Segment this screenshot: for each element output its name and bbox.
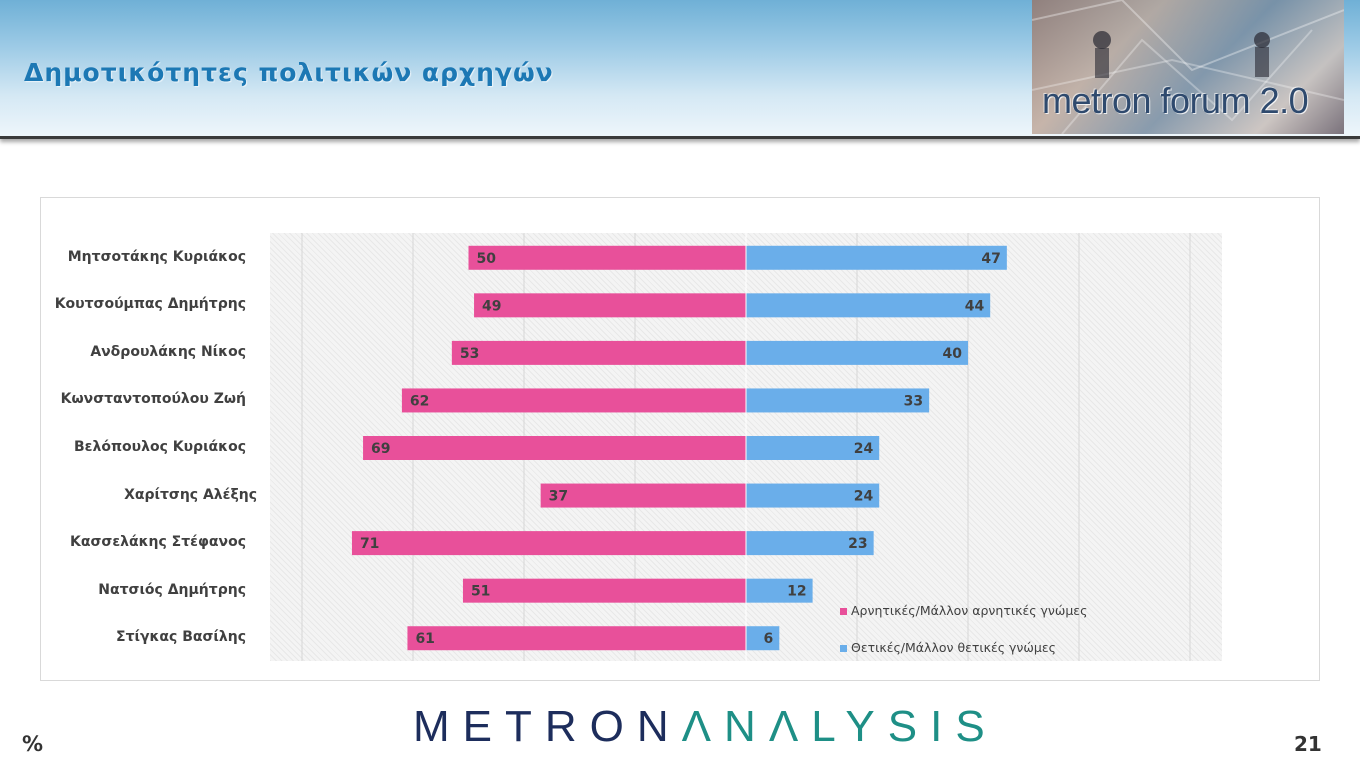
bar-negative bbox=[451, 340, 746, 365]
bar-negative bbox=[540, 483, 746, 508]
data-label-positive: 23 bbox=[848, 536, 867, 552]
data-label-negative: 62 bbox=[410, 393, 429, 409]
bar-positive bbox=[746, 340, 968, 365]
data-label-positive: 24 bbox=[854, 489, 874, 505]
data-label-negative: 49 bbox=[482, 298, 501, 314]
logo-part-metron: METRON bbox=[413, 702, 682, 751]
metronanalysis-logo: METRONΛNΛLYSIS bbox=[413, 702, 998, 752]
category-label: Χαρίτσης Αλέξης bbox=[124, 486, 257, 503]
data-label-negative: 50 bbox=[477, 251, 497, 267]
logo-text: metron forum 2.0 bbox=[1042, 80, 1309, 121]
bar-positive bbox=[746, 245, 1007, 270]
data-label-negative: 71 bbox=[360, 536, 379, 552]
category-label: Νατσιός Δημήτρης bbox=[98, 581, 246, 598]
bar-positive bbox=[746, 578, 813, 603]
bar-negative bbox=[351, 531, 746, 556]
data-label-positive: 6 bbox=[764, 631, 774, 647]
bar-negative bbox=[468, 245, 746, 270]
page-number: 21 bbox=[1294, 732, 1322, 756]
category-label: Μητσοτάκης Κυριάκος bbox=[67, 248, 246, 265]
legend-positive-swatch bbox=[840, 645, 847, 652]
category-label: Στίγκας Βασίλης bbox=[116, 629, 246, 646]
data-label-negative: 69 bbox=[371, 441, 390, 457]
bar-positive bbox=[746, 483, 880, 508]
bar-negative bbox=[462, 578, 746, 603]
data-label-negative: 37 bbox=[549, 489, 568, 505]
category-label: Κωνσταντοπούλου Ζωή bbox=[60, 391, 246, 408]
legend-positive-label: Θετικές/Μάλλον θετικές γνώμες bbox=[851, 640, 1056, 655]
data-label-positive: 33 bbox=[904, 393, 923, 409]
legend-negative-label: Αρνητικές/Μάλλον αρνητικές γνώμες bbox=[851, 603, 1088, 618]
data-label-positive: 40 bbox=[943, 346, 963, 362]
logo-part-analysis: ΛNΛLYSIS bbox=[681, 702, 998, 751]
data-label-positive: 44 bbox=[965, 298, 985, 314]
category-label: Κασσελάκης Στέφανος bbox=[70, 534, 246, 551]
logo-pattern-icon bbox=[1032, 0, 1344, 134]
data-label-positive: 12 bbox=[787, 584, 806, 600]
category-label: Ανδρουλάκης Νίκος bbox=[90, 343, 246, 360]
bar-positive bbox=[746, 436, 880, 460]
data-label-negative: 53 bbox=[460, 346, 479, 362]
header-bar: Δημοτικότητες πολιτικών αρχηγών metron f… bbox=[0, 0, 1360, 139]
bar-negative bbox=[407, 626, 746, 651]
bar-positive bbox=[746, 626, 780, 651]
bar-negative bbox=[401, 388, 746, 413]
bar-positive bbox=[746, 388, 930, 413]
data-label-negative: 61 bbox=[415, 631, 434, 647]
bar-positive bbox=[746, 293, 991, 318]
data-label-positive: 24 bbox=[854, 441, 874, 457]
legend-positive: Θετικές/Μάλλον θετικές γνώμες bbox=[840, 640, 1056, 655]
legend-negative: Αρνητικές/Μάλλον αρνητικές γνώμες bbox=[840, 603, 1087, 618]
category-label: Κουτσούμπας Δημήτρης bbox=[54, 296, 246, 313]
legend-negative-swatch bbox=[840, 608, 847, 615]
bar-negative bbox=[363, 436, 746, 460]
data-label-positive: 47 bbox=[981, 251, 1000, 267]
metron-forum-logo: metron forum 2.0 bbox=[1032, 0, 1344, 134]
data-label-negative: 51 bbox=[471, 584, 490, 600]
unit-label: % bbox=[22, 732, 44, 756]
page-title: Δημοτικότητες πολιτικών αρχηγών bbox=[24, 58, 554, 87]
bar-positive bbox=[746, 531, 874, 556]
category-label: Βελόπουλος Κυριάκος bbox=[74, 439, 246, 455]
bar-negative bbox=[474, 293, 746, 318]
